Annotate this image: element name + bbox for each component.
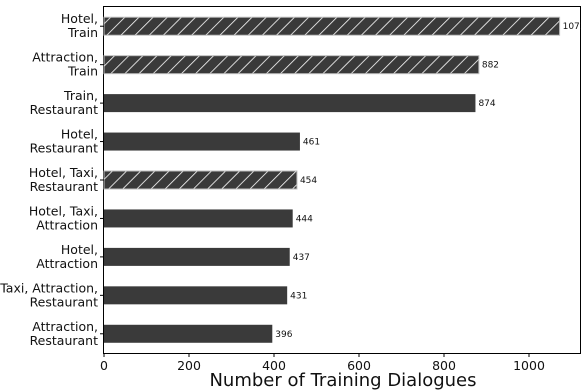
category-label: Hotel, Train <box>61 11 98 40</box>
data-label: 882 <box>482 61 499 71</box>
data-label: 431 <box>290 291 307 301</box>
bar <box>104 325 272 343</box>
y-axis-labels: Hotel, Train Attraction, Train Train, Restaur… <box>0 11 104 348</box>
x-axis-title: Number of Training Dialogues <box>209 370 476 391</box>
category-label: Attraction, Train <box>32 50 98 79</box>
bar <box>104 248 290 266</box>
data-label: 454 <box>300 176 317 186</box>
category-label: Hotel, Taxi, Restaurant <box>29 165 98 194</box>
bar <box>104 171 297 189</box>
data-label: 1072 <box>563 22 581 32</box>
bar <box>104 17 560 35</box>
x-tick-label: 200 <box>177 358 201 373</box>
category-label: Taxi, Attraction, Restaurant <box>0 280 98 309</box>
data-label: 461 <box>303 138 320 148</box>
category-label: Hotel, Taxi, Attraction <box>29 203 98 232</box>
data-label: 437 <box>293 253 310 263</box>
data-label: 396 <box>275 330 292 340</box>
bar <box>104 286 287 304</box>
category-label: Hotel, Restaurant <box>30 127 99 156</box>
bar <box>104 209 293 227</box>
data-label: 444 <box>296 214 313 224</box>
category-label: Train, Restaurant <box>30 88 99 117</box>
x-tick-label: 1000 <box>513 358 545 373</box>
bar <box>104 133 300 151</box>
category-label: Hotel, Attraction <box>36 242 98 271</box>
category-label: Attraction, Restaurant <box>30 319 99 348</box>
x-tick-label: 0 <box>100 358 108 373</box>
bar <box>104 56 479 74</box>
bars-group: 1072 882 874 461 454 444 437 431 396 <box>104 17 581 343</box>
data-label: 874 <box>478 99 495 109</box>
bar <box>104 94 475 112</box>
